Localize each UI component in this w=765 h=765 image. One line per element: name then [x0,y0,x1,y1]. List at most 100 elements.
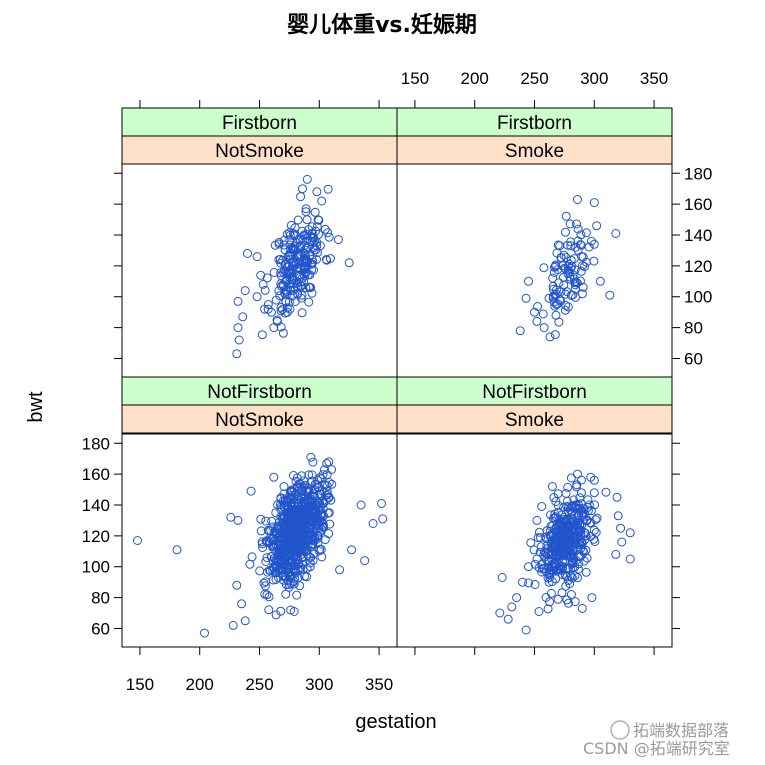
data-point [573,195,582,204]
y-tick-label-right: 100 [684,288,712,307]
data-point [261,577,271,587]
y-tick-label-right: 160 [684,195,712,214]
data-point [360,556,370,566]
data-point [258,543,268,553]
data-point [565,541,575,551]
data-point [550,330,560,340]
data-point [301,204,311,214]
data-point [271,295,281,305]
data-point [296,277,306,287]
y-tick-label-right: 60 [684,349,703,368]
data-point [617,537,627,547]
data-point [233,296,243,306]
strip-label-parity: Firstborn [222,113,297,134]
data-point [281,589,291,599]
data-point [232,580,242,590]
data-point [295,263,305,273]
x-tick-label-bottom: 350 [365,675,393,694]
data-point [534,527,544,537]
data-point [297,226,307,236]
data-point [284,261,294,271]
data-point [260,589,270,599]
data-point [282,229,292,239]
y-tick-label-left: 180 [82,434,110,453]
data-point [240,616,250,626]
data-point [278,255,288,265]
data-point [269,323,279,333]
strip-smoke [121,135,398,165]
strip-smoke [121,404,398,434]
data-point [613,511,623,521]
data-point [515,326,525,336]
data-point [368,519,378,528]
data-point [270,240,280,250]
data-point [200,628,209,638]
data-point [551,549,561,559]
data-point [320,535,330,545]
y-tick-label-right: 180 [684,164,712,183]
data-point [238,312,248,322]
panel-frames: Firstborn NotSmoke Firstborn Smoke NotFirstb… [121,107,673,648]
data-point [333,235,343,245]
y-tick-label-left: 80 [91,589,110,608]
data-point [344,258,354,268]
data-point [275,539,285,549]
strip-smoke [396,135,673,165]
data-point [554,521,563,531]
data-point [577,603,587,613]
data-point [575,493,585,503]
data-point [233,323,243,333]
data-point [575,520,585,530]
data-point [554,278,564,288]
data-point [295,235,305,245]
data-point [583,495,593,505]
data-point [559,537,569,547]
data-point [262,536,272,546]
data-point [563,269,573,279]
data-point [571,242,581,252]
data-point [323,489,332,499]
data-point [521,625,531,635]
y-tick-label-right: 140 [684,226,712,245]
data-point [563,302,573,312]
data-point [556,565,566,575]
data-point [283,520,293,530]
data-point [581,567,591,577]
strip-label-parity: Firstborn [497,113,572,134]
data-point [570,265,580,275]
data-point [559,250,569,260]
data-point [589,488,599,498]
data-point [172,545,182,555]
data-point [605,290,615,300]
data-point [584,242,594,252]
data-point [567,573,577,583]
data-point [304,470,314,480]
data-point [303,518,313,528]
data-point [558,570,568,580]
data-point [283,511,293,521]
data-point [347,545,357,555]
data-point [540,547,549,557]
y-tick-label-left: 60 [91,619,110,638]
data-point [524,276,533,286]
data-point [549,493,559,503]
data-point [319,498,329,508]
data-point [289,607,299,616]
data-point [276,606,286,616]
data-point [280,495,290,505]
data-point [286,282,296,292]
data-point [568,290,578,300]
data-point [301,283,311,293]
data-point [582,516,592,526]
data-point [256,514,266,524]
data-point [327,479,337,489]
data-point [532,316,542,326]
data-point [587,236,596,246]
data-point [285,304,295,314]
data-point [275,568,285,578]
data-point [262,273,272,283]
data-point [264,592,274,602]
data-point [323,184,333,194]
data-point [526,538,536,548]
